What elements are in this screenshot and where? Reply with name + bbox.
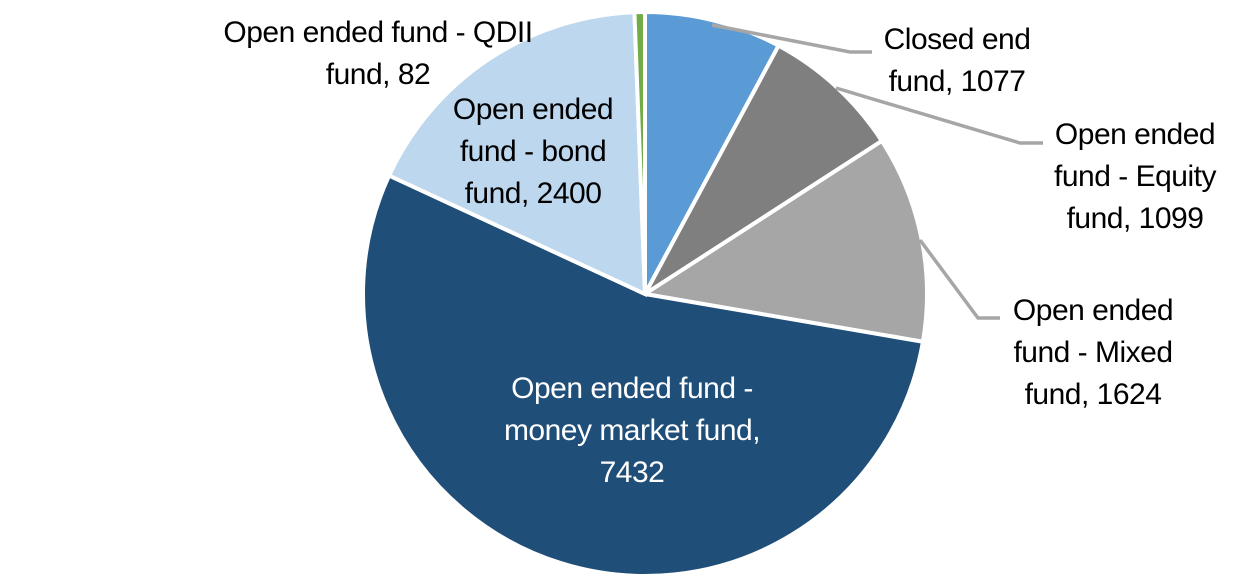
- label-open-ended-fund-money-market: Open ended fund - money market fund, 743…: [503, 372, 761, 489]
- pie-slice-open-ended-fund-qdii-fund: [632, 9, 647, 295]
- leader-lines: [711, 23, 1043, 320]
- label-open-ended-fund-mixed: Open ended fund - Mixed fund, 1624: [1012, 294, 1174, 411]
- label-open-ended-fund-equity: Open ended fund - Equity fund, 1099: [1054, 118, 1216, 235]
- pie-slice-open-ended-fund-bond-fund: [386, 10, 648, 298]
- leader-line-equity-fund: [835, 86, 1043, 145]
- pie-slice-open-ended-fund-money-market-fund: [361, 172, 926, 578]
- label-open-ended-fund-bond: Open ended fund - bond fund, 2400: [452, 93, 614, 210]
- leader-line-mixed-fund: [918, 238, 1000, 320]
- pie-slices: [361, 9, 929, 578]
- pie-slice-open-ended-fund-mixed-fund: [639, 138, 929, 345]
- label-closed-end-fund: Closed end fund, 1077: [883, 23, 1031, 98]
- pie-slice-open-ended-fund-equity-fund: [643, 42, 885, 296]
- label-open-ended-fund-qdii: Open ended fund - QDII fund, 82: [223, 16, 533, 91]
- pie-slice-closed-end-fund: [643, 9, 782, 295]
- leader-line-closed-end-fund: [711, 23, 872, 54]
